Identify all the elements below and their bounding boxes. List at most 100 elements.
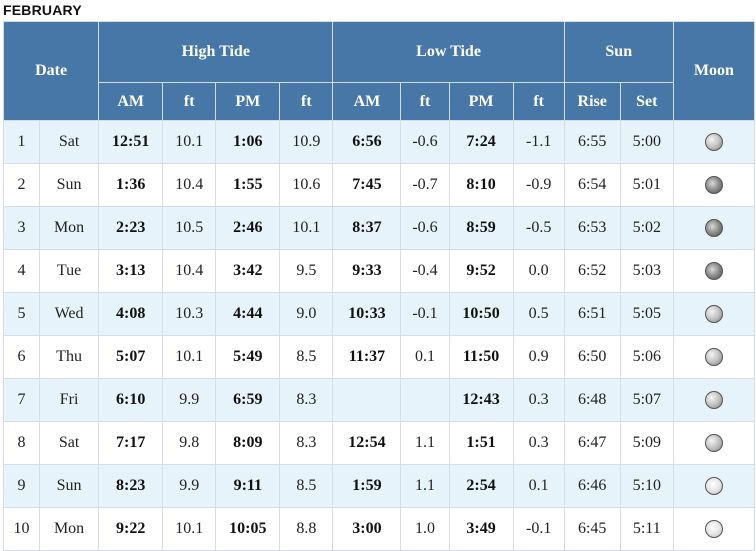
low-tide-am-time: 9:33	[332, 249, 402, 293]
tide-table: Date High Tide Low Tide Sun Moon AM ft P…	[2, 21, 756, 551]
weekday-cell: Mon	[39, 507, 100, 551]
sunrise-header: Rise	[563, 82, 621, 121]
high-tide-pm-time: 10:05	[215, 507, 281, 551]
sunset-time: 5:07	[619, 378, 674, 422]
low-tide-pm-time: 3:49	[448, 507, 514, 551]
day-cell: 5	[2, 292, 41, 336]
low-tide-am-time: 12:54	[332, 421, 402, 465]
table-row: 5 Wed 4:08 10.3 4:44 9.0 10:33 -0.1 10:50 0.5 6:51…	[2, 292, 756, 336]
table-row: 1 Sat 12:51 10.1 1:06 10.9 6:56 -0.6 7:24 -1.1 6:5…	[2, 120, 756, 164]
sunrise-time: 6:53	[563, 206, 621, 250]
day-cell: 2	[2, 163, 41, 207]
high-tide-pm-height: 10.9	[279, 120, 334, 164]
moon-phase-cell	[672, 464, 756, 508]
high-am-ft-header: ft	[162, 82, 217, 121]
table-row: 3 Mon 2:23 10.5 2:46 10.1 8:37 -0.6 8:59 -0.5 6:53…	[2, 206, 756, 250]
sunset-time: 5:00	[619, 120, 674, 164]
sunset-time: 5:05	[619, 292, 674, 336]
moon-phase-cell	[672, 163, 756, 207]
table-row: 2 Sun 1:36 10.4 1:55 10.6 7:45 -0.7 8:10 -0.9 6:54…	[2, 163, 756, 207]
day-cell: 9	[2, 464, 41, 508]
low-tide-am-height: 1.1	[400, 421, 450, 465]
low-tide-am-time: 8:37	[332, 206, 402, 250]
high-tide-am-height: 10.1	[162, 120, 217, 164]
weekday-cell: Mon	[39, 206, 100, 250]
tide-table-body: 1 Sat 12:51 10.1 1:06 10.9 6:56 -0.6 7:24 -1.1 6:5…	[2, 120, 756, 551]
table-row: 10 Mon 9:22 10.1 10:05 8.8 3:00 1.0 3:49 -0.1 6:45…	[2, 507, 756, 551]
low-tide-pm-height: 0.1	[512, 464, 565, 508]
high-tide-pm-time: 1:55	[215, 163, 281, 207]
low-tide-pm-time: 8:59	[448, 206, 514, 250]
moon-phase-cell	[672, 378, 756, 422]
high-am-header: AM	[98, 82, 164, 121]
low-tide-am-time: 6:56	[332, 120, 402, 164]
low-am-header: AM	[332, 82, 402, 121]
low-tide-am-time: 11:37	[332, 335, 402, 379]
moon-phase-cell	[672, 335, 756, 379]
low-tide-pm-height: 0.3	[512, 378, 565, 422]
low-tide-pm-height: 0.3	[512, 421, 565, 465]
low-tide-pm-time: 11:50	[448, 335, 514, 379]
sunrise-time: 6:50	[563, 335, 621, 379]
high-tide-am-height: 10.1	[162, 507, 217, 551]
low-tide-pm-height: -1.1	[512, 120, 565, 164]
moon-phase-cell	[672, 292, 756, 336]
high-tide-am-time: 2:23	[98, 206, 164, 250]
low-tide-pm-time: 8:10	[448, 163, 514, 207]
high-tide-am-height: 10.1	[162, 335, 217, 379]
low-tide-am-height: 0.1	[400, 335, 450, 379]
waxing-crescent-moon-icon	[704, 348, 723, 367]
high-tide-am-height: 9.8	[162, 421, 217, 465]
high-tide-am-height: 10.4	[162, 249, 217, 293]
high-tide-am-time: 5:07	[98, 335, 164, 379]
weekday-cell: Sun	[39, 163, 100, 207]
sunrise-time: 6:54	[563, 163, 621, 207]
high-tide-am-height: 10.4	[162, 163, 217, 207]
low-tide-am-time: 1:59	[332, 464, 402, 508]
waxing-gibbous-moon-icon	[704, 520, 723, 539]
first-quarter-moon-icon	[704, 434, 723, 453]
sunset-time: 5:10	[619, 464, 674, 508]
low-tide-am-height: 1.1	[400, 464, 450, 508]
low-tide-am-time: 3:00	[332, 507, 402, 551]
sunrise-time: 6:46	[563, 464, 621, 508]
high-tide-am-time: 6:10	[98, 378, 164, 422]
table-row: 7 Fri 6:10 9.9 6:59 8.3 12:43 0.3 6:48 5:07	[2, 378, 756, 422]
high-tide-am-height: 9.9	[162, 378, 217, 422]
high-tide-pm-time: 5:49	[215, 335, 281, 379]
low-tide-pm-height: -0.5	[512, 206, 565, 250]
high-tide-am-time: 9:22	[98, 507, 164, 551]
sunrise-time: 6:45	[563, 507, 621, 551]
high-tide-pm-height: 8.3	[279, 421, 334, 465]
low-tide-am-height: -0.6	[400, 206, 450, 250]
date-header: Date	[2, 21, 100, 121]
high-tide-header: High Tide	[98, 21, 334, 83]
day-cell: 7	[2, 378, 41, 422]
high-tide-am-height: 9.9	[162, 464, 217, 508]
sunset-time: 5:03	[619, 249, 674, 293]
low-tide-pm-height: -0.9	[512, 163, 565, 207]
table-row: 6 Thu 5:07 10.1 5:49 8.5 11:37 0.1 11:50 0.9 6:50 5…	[2, 335, 756, 379]
day-cell: 10	[2, 507, 41, 551]
low-tide-header: Low Tide	[332, 21, 565, 83]
low-tide-pm-height: 0.9	[512, 335, 565, 379]
weekday-cell: Thu	[39, 335, 100, 379]
high-tide-pm-height: 8.5	[279, 464, 334, 508]
high-tide-pm-time: 4:44	[215, 292, 281, 336]
high-tide-am-time: 8:23	[98, 464, 164, 508]
sunset-time: 5:02	[619, 206, 674, 250]
sunset-time: 5:06	[619, 335, 674, 379]
table-row: 8 Sat 7:17 9.8 8:09 8.3 12:54 1.1 1:51 0.3 6:47 5:0…	[2, 421, 756, 465]
high-tide-pm-height: 9.5	[279, 249, 334, 293]
high-pm-ft-header: ft	[279, 82, 334, 121]
low-tide-pm-time: 7:24	[448, 120, 514, 164]
high-tide-pm-time: 3:42	[215, 249, 281, 293]
sunrise-time: 6:51	[563, 292, 621, 336]
table-row: 9 Sun 8:23 9.9 9:11 8.5 1:59 1.1 2:54 0.1 6:46 5:10	[2, 464, 756, 508]
high-pm-header: PM	[215, 82, 281, 121]
weekday-cell: Wed	[39, 292, 100, 336]
moon-phase-cell	[672, 120, 756, 164]
low-tide-pm-time: 12:43	[448, 378, 514, 422]
low-tide-pm-time: 1:51	[448, 421, 514, 465]
low-tide-pm-time: 2:54	[448, 464, 514, 508]
